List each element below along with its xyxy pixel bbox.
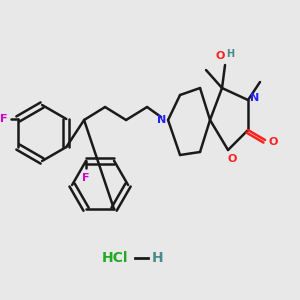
Text: O: O	[268, 137, 278, 147]
Text: H: H	[226, 49, 234, 59]
Text: N: N	[250, 93, 260, 103]
Text: F: F	[0, 114, 8, 124]
Text: O: O	[215, 51, 225, 61]
Text: N: N	[158, 115, 167, 125]
Text: F: F	[82, 173, 90, 183]
Text: H: H	[152, 251, 164, 265]
Text: HCl: HCl	[102, 251, 128, 265]
Text: O: O	[227, 154, 237, 164]
